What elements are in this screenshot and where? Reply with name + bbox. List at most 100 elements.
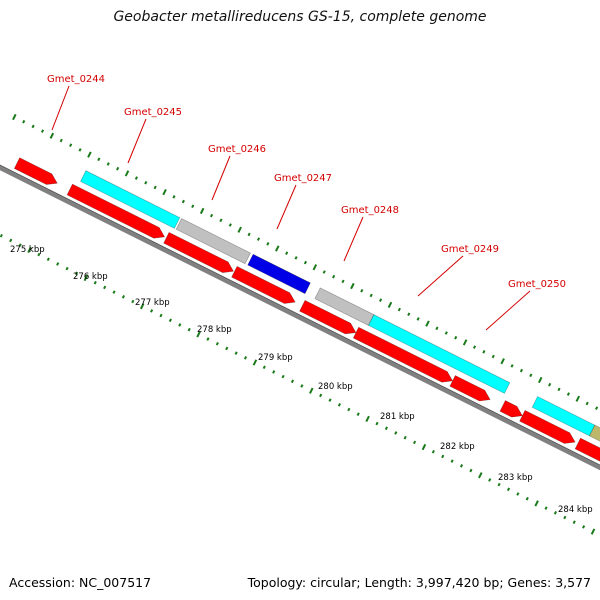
scale-tick [469,468,473,473]
scale-tick [488,478,492,482]
scale-tick [312,264,318,271]
scale-tick [124,170,130,177]
gene-leader-line [276,184,297,230]
gene-feature [589,424,600,442]
gene-feature [13,157,58,185]
scale-tick [243,356,248,360]
scale-tick [209,213,214,218]
gene-label: Gmet_0247 [274,173,332,184]
scale-tick [566,392,570,396]
scale-tick [234,351,238,355]
scale-tick [563,515,567,520]
scale-tick [590,528,596,535]
scale-tick [181,199,185,204]
gene-feature [66,183,166,239]
scale-tick [74,271,79,276]
scale-tick [159,313,163,318]
genome-summary-text: Topology: circular; Length: 3,997,420 bp… [247,575,591,590]
scale-tick [369,293,373,298]
scale-tick [347,407,351,412]
scale-tick [37,252,41,257]
scale-label: 277 kbp [135,298,170,308]
scale-tick [322,270,326,274]
scale-label: 278 kbp [197,325,232,335]
scale-tick [187,327,191,332]
gene-leader-line [417,255,464,297]
scale-tick [413,440,417,445]
scale-tick [303,260,308,265]
scale-tick [421,443,427,451]
accession-text: Accession: NC_007517 [9,575,152,590]
scale-tick [247,232,251,237]
scale-tick [585,401,589,406]
scale-tick [435,326,439,331]
scale-tick [228,223,232,227]
scale-tick [219,218,223,223]
scale-tick [262,365,266,370]
scale-tick [397,307,401,312]
scale-tick [497,482,501,487]
scale-tick [285,251,289,255]
scale-tick [172,195,176,199]
gene-feature [80,170,181,229]
scale-tick [309,387,314,394]
gene-label: Gmet_0244 [47,74,105,85]
scale-tick [575,395,581,402]
scale-tick [516,492,520,496]
gene-leader-line [51,85,70,131]
gene-feature [449,375,491,402]
backbone-line [0,165,600,471]
scale-tick [384,426,388,431]
gene-feature [247,253,311,295]
scale-tick [134,176,138,180]
scale-tick [350,282,355,290]
scale-tick [290,379,295,384]
scale-tick [500,358,505,365]
scale-tick [407,312,411,317]
scale-tick [425,320,430,327]
scale-tick [478,472,483,479]
scale-tick [275,245,280,252]
scale-tick [12,113,17,121]
scale-tick [139,303,145,310]
scale-tick [46,257,50,262]
scale-tick [394,431,398,435]
scale-tick [472,345,477,349]
scale-tick [441,454,445,459]
gene-feature [368,314,511,394]
scale-tick [112,290,116,294]
scale-tick [582,525,586,529]
scale-tick [375,421,379,426]
scale-tick [237,226,242,233]
scale-tick [300,384,304,388]
scale-tick [319,393,323,398]
scale-tick [215,341,219,346]
scale-label: 279 kbp [258,353,293,363]
scale-tick [491,354,495,359]
scale-label: 283 kbp [498,473,533,483]
scale-tick [225,346,229,351]
gene-feature [499,400,523,418]
scale-tick [294,256,298,260]
scale-tick [150,309,154,313]
scale-tick [510,364,514,368]
scale-tick [9,238,13,243]
scale-tick [332,274,336,279]
gene-leader-line [343,216,364,262]
scale-tick [93,280,97,285]
gene-feature [352,326,454,383]
scale-tick [454,335,458,340]
scale-tick [459,464,464,468]
scale-tick [0,233,3,238]
scale-tick [103,285,107,290]
scale-tick [387,301,393,308]
gene-label: Gmet_0248 [341,205,399,216]
scale-tick [572,520,576,524]
scale-tick [65,266,69,271]
scale-label: 275 kbp [10,245,45,255]
scale-tick [162,189,167,196]
scale-tick [191,204,195,209]
scale-tick [49,132,55,139]
scale-tick [403,435,407,440]
